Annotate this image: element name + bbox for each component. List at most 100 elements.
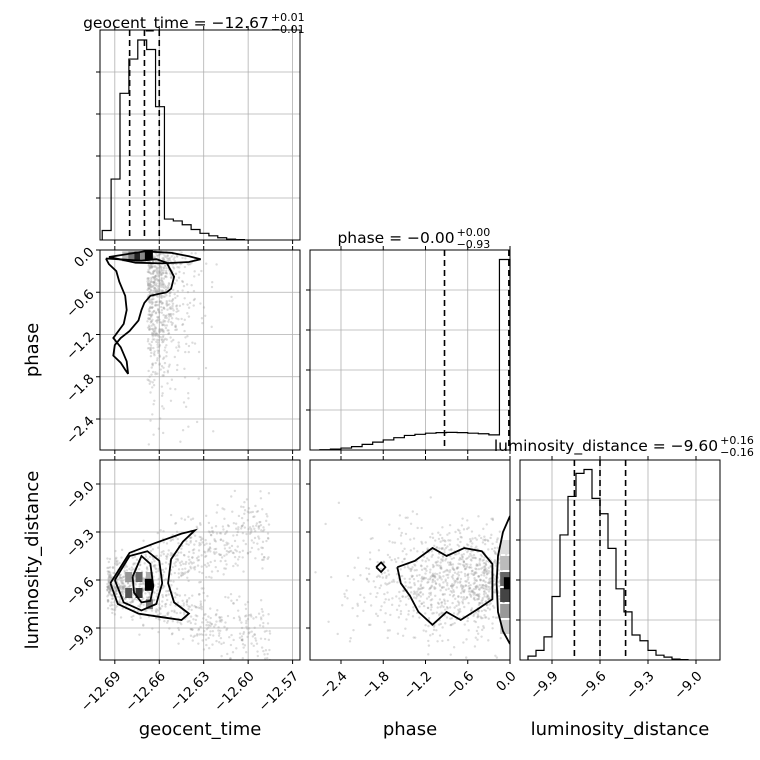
scatter-point xyxy=(214,565,217,569)
scatter-point xyxy=(114,588,118,592)
scatter-point xyxy=(252,644,255,648)
scatter-point xyxy=(165,557,168,560)
scatter-point xyxy=(433,574,436,578)
scatter-point xyxy=(154,278,157,282)
scatter-point xyxy=(493,583,496,586)
scatter-point xyxy=(187,555,190,559)
scatter-point xyxy=(453,579,456,582)
scatter-point xyxy=(397,616,401,619)
scatter-point xyxy=(489,580,493,583)
scatter-point xyxy=(175,307,179,311)
scatter-point xyxy=(156,288,159,291)
scatter-point xyxy=(237,526,240,529)
scatter-point xyxy=(120,582,123,585)
scatter-point xyxy=(200,608,203,611)
scatter-point xyxy=(195,420,199,424)
scatter-point xyxy=(193,543,196,546)
scatter-point xyxy=(233,539,237,543)
scatter-point xyxy=(480,555,484,558)
scatter-point xyxy=(133,555,137,559)
scatter-point xyxy=(476,593,479,596)
scatter-point xyxy=(485,596,489,599)
scatter-point xyxy=(154,284,158,287)
phase-y-tick-label: −2.4 xyxy=(63,413,97,447)
scatter-point xyxy=(164,605,167,608)
scatter-point xyxy=(114,590,117,593)
scatter-point xyxy=(153,287,156,290)
scatter-point xyxy=(215,532,219,535)
scatter-point xyxy=(204,366,208,370)
scatter-point xyxy=(153,290,157,293)
histogram-bar xyxy=(560,535,568,660)
scatter-point xyxy=(157,569,160,573)
scatter-point xyxy=(159,335,162,339)
scatter-point xyxy=(489,577,492,580)
scatter-point xyxy=(162,552,165,556)
scatter-point xyxy=(461,602,465,605)
scatter-point xyxy=(146,340,150,343)
scatter-point xyxy=(202,648,206,651)
scatter-point xyxy=(109,588,113,591)
scatter-point xyxy=(482,593,486,596)
scatter-point xyxy=(251,525,255,528)
scatter-point xyxy=(187,569,191,572)
scatter-point xyxy=(154,329,157,333)
scatter-point xyxy=(119,588,123,591)
scatter-point xyxy=(241,657,245,660)
scatter-point xyxy=(121,587,124,590)
scatter-point xyxy=(147,284,150,287)
scatter-point xyxy=(162,258,166,261)
scatter-point xyxy=(451,623,454,626)
scatter-point xyxy=(162,550,165,553)
scatter-point xyxy=(171,304,174,308)
scatter-point xyxy=(478,563,482,567)
scatter-point xyxy=(162,266,165,269)
scatter-point xyxy=(245,625,248,629)
scatter-point xyxy=(441,586,444,589)
scatter-point xyxy=(176,363,179,367)
scatter-point xyxy=(185,542,188,546)
scatter-point xyxy=(180,574,183,578)
scatter-point xyxy=(187,350,191,354)
scatter-point xyxy=(154,301,157,304)
scatter-point xyxy=(131,556,134,560)
scatter-point xyxy=(470,550,473,553)
title-text: geocent_time = −12.67 xyxy=(83,14,269,33)
scatter-point xyxy=(107,586,111,590)
scatter-point xyxy=(176,593,179,597)
scatter-point xyxy=(485,576,488,579)
scatter-point xyxy=(150,265,153,268)
scatter-point xyxy=(205,628,209,631)
scatter-point xyxy=(217,634,221,637)
scatter-point xyxy=(206,562,210,565)
scatter-point xyxy=(484,538,487,541)
scatter-point xyxy=(115,592,118,596)
geocent-time-x-tick-label: −12.60 xyxy=(211,668,258,715)
scatter-point xyxy=(165,301,169,304)
scatter-point xyxy=(346,574,350,578)
scatter-point xyxy=(463,605,466,609)
scatter-point xyxy=(226,524,230,527)
scatter-point xyxy=(113,604,116,607)
scatter-point xyxy=(158,354,161,357)
scatter-point xyxy=(225,543,228,546)
scatter-point xyxy=(214,547,218,551)
scatter-point xyxy=(479,536,483,540)
scatter-point xyxy=(483,556,486,559)
scatter-point xyxy=(107,586,110,590)
scatter-point xyxy=(172,266,175,269)
scatter-point xyxy=(265,539,268,543)
scatter-point xyxy=(193,604,196,608)
scatter-point xyxy=(107,560,111,564)
scatter-point xyxy=(211,629,215,633)
scatter-point xyxy=(189,615,193,618)
contour-line xyxy=(105,257,176,375)
scatter-point xyxy=(479,601,482,605)
scatter-point xyxy=(398,590,401,594)
scatter-point xyxy=(110,603,114,607)
panel-title: phase = −0.00 +0.00−0.93 xyxy=(337,226,490,251)
scatter-point xyxy=(245,619,248,623)
scatter-point xyxy=(159,294,162,297)
scatter-point xyxy=(158,355,162,358)
scatter-point xyxy=(444,570,447,573)
